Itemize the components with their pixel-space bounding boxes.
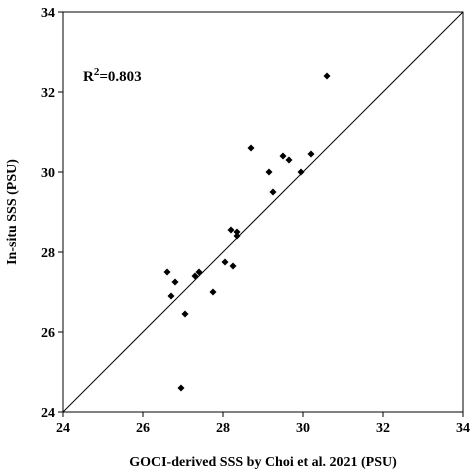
point bbox=[171, 278, 179, 286]
point bbox=[265, 168, 273, 176]
plot-frame bbox=[62, 11, 464, 413]
point bbox=[227, 226, 235, 234]
y-tick-label: 28 bbox=[41, 246, 55, 261]
r2-annotation: R2=0.803 bbox=[83, 66, 142, 85]
point bbox=[195, 268, 203, 276]
r2-base: R bbox=[83, 69, 94, 85]
point bbox=[191, 272, 199, 280]
y-tick-label: 26 bbox=[41, 326, 55, 341]
point bbox=[221, 258, 229, 266]
y-tick-label: 24 bbox=[41, 406, 55, 421]
y-tick-label: 32 bbox=[41, 86, 55, 101]
point bbox=[285, 156, 293, 164]
point bbox=[297, 168, 305, 176]
point bbox=[233, 228, 241, 236]
point bbox=[233, 232, 241, 240]
x-tick-label: 32 bbox=[376, 421, 390, 436]
r2-rest: =0.803 bbox=[99, 69, 141, 85]
x-tick-label: 26 bbox=[136, 421, 150, 436]
point bbox=[167, 292, 175, 300]
point bbox=[279, 152, 287, 160]
point bbox=[229, 262, 237, 270]
point bbox=[177, 384, 185, 392]
r2-sup: 2 bbox=[94, 66, 100, 78]
point bbox=[209, 288, 217, 296]
x-tick-label: 34 bbox=[456, 421, 470, 436]
x-axis-label: GOCI-derived SSS by Choi et al. 2021 (PS… bbox=[129, 455, 397, 470]
point bbox=[163, 268, 171, 276]
point bbox=[323, 72, 331, 80]
x-tick-label: 30 bbox=[296, 421, 310, 436]
point bbox=[269, 188, 277, 196]
y-tick-label: 34 bbox=[41, 6, 55, 21]
y-axis-label: In-situ SSS (PSU) bbox=[5, 159, 20, 265]
point bbox=[247, 144, 255, 152]
x-tick-label: 28 bbox=[216, 421, 230, 436]
x-tick-label: 24 bbox=[56, 421, 70, 436]
y-tick-label: 30 bbox=[41, 166, 55, 181]
point bbox=[181, 310, 189, 318]
one-to-one-line bbox=[62, 11, 464, 413]
point bbox=[307, 150, 315, 158]
